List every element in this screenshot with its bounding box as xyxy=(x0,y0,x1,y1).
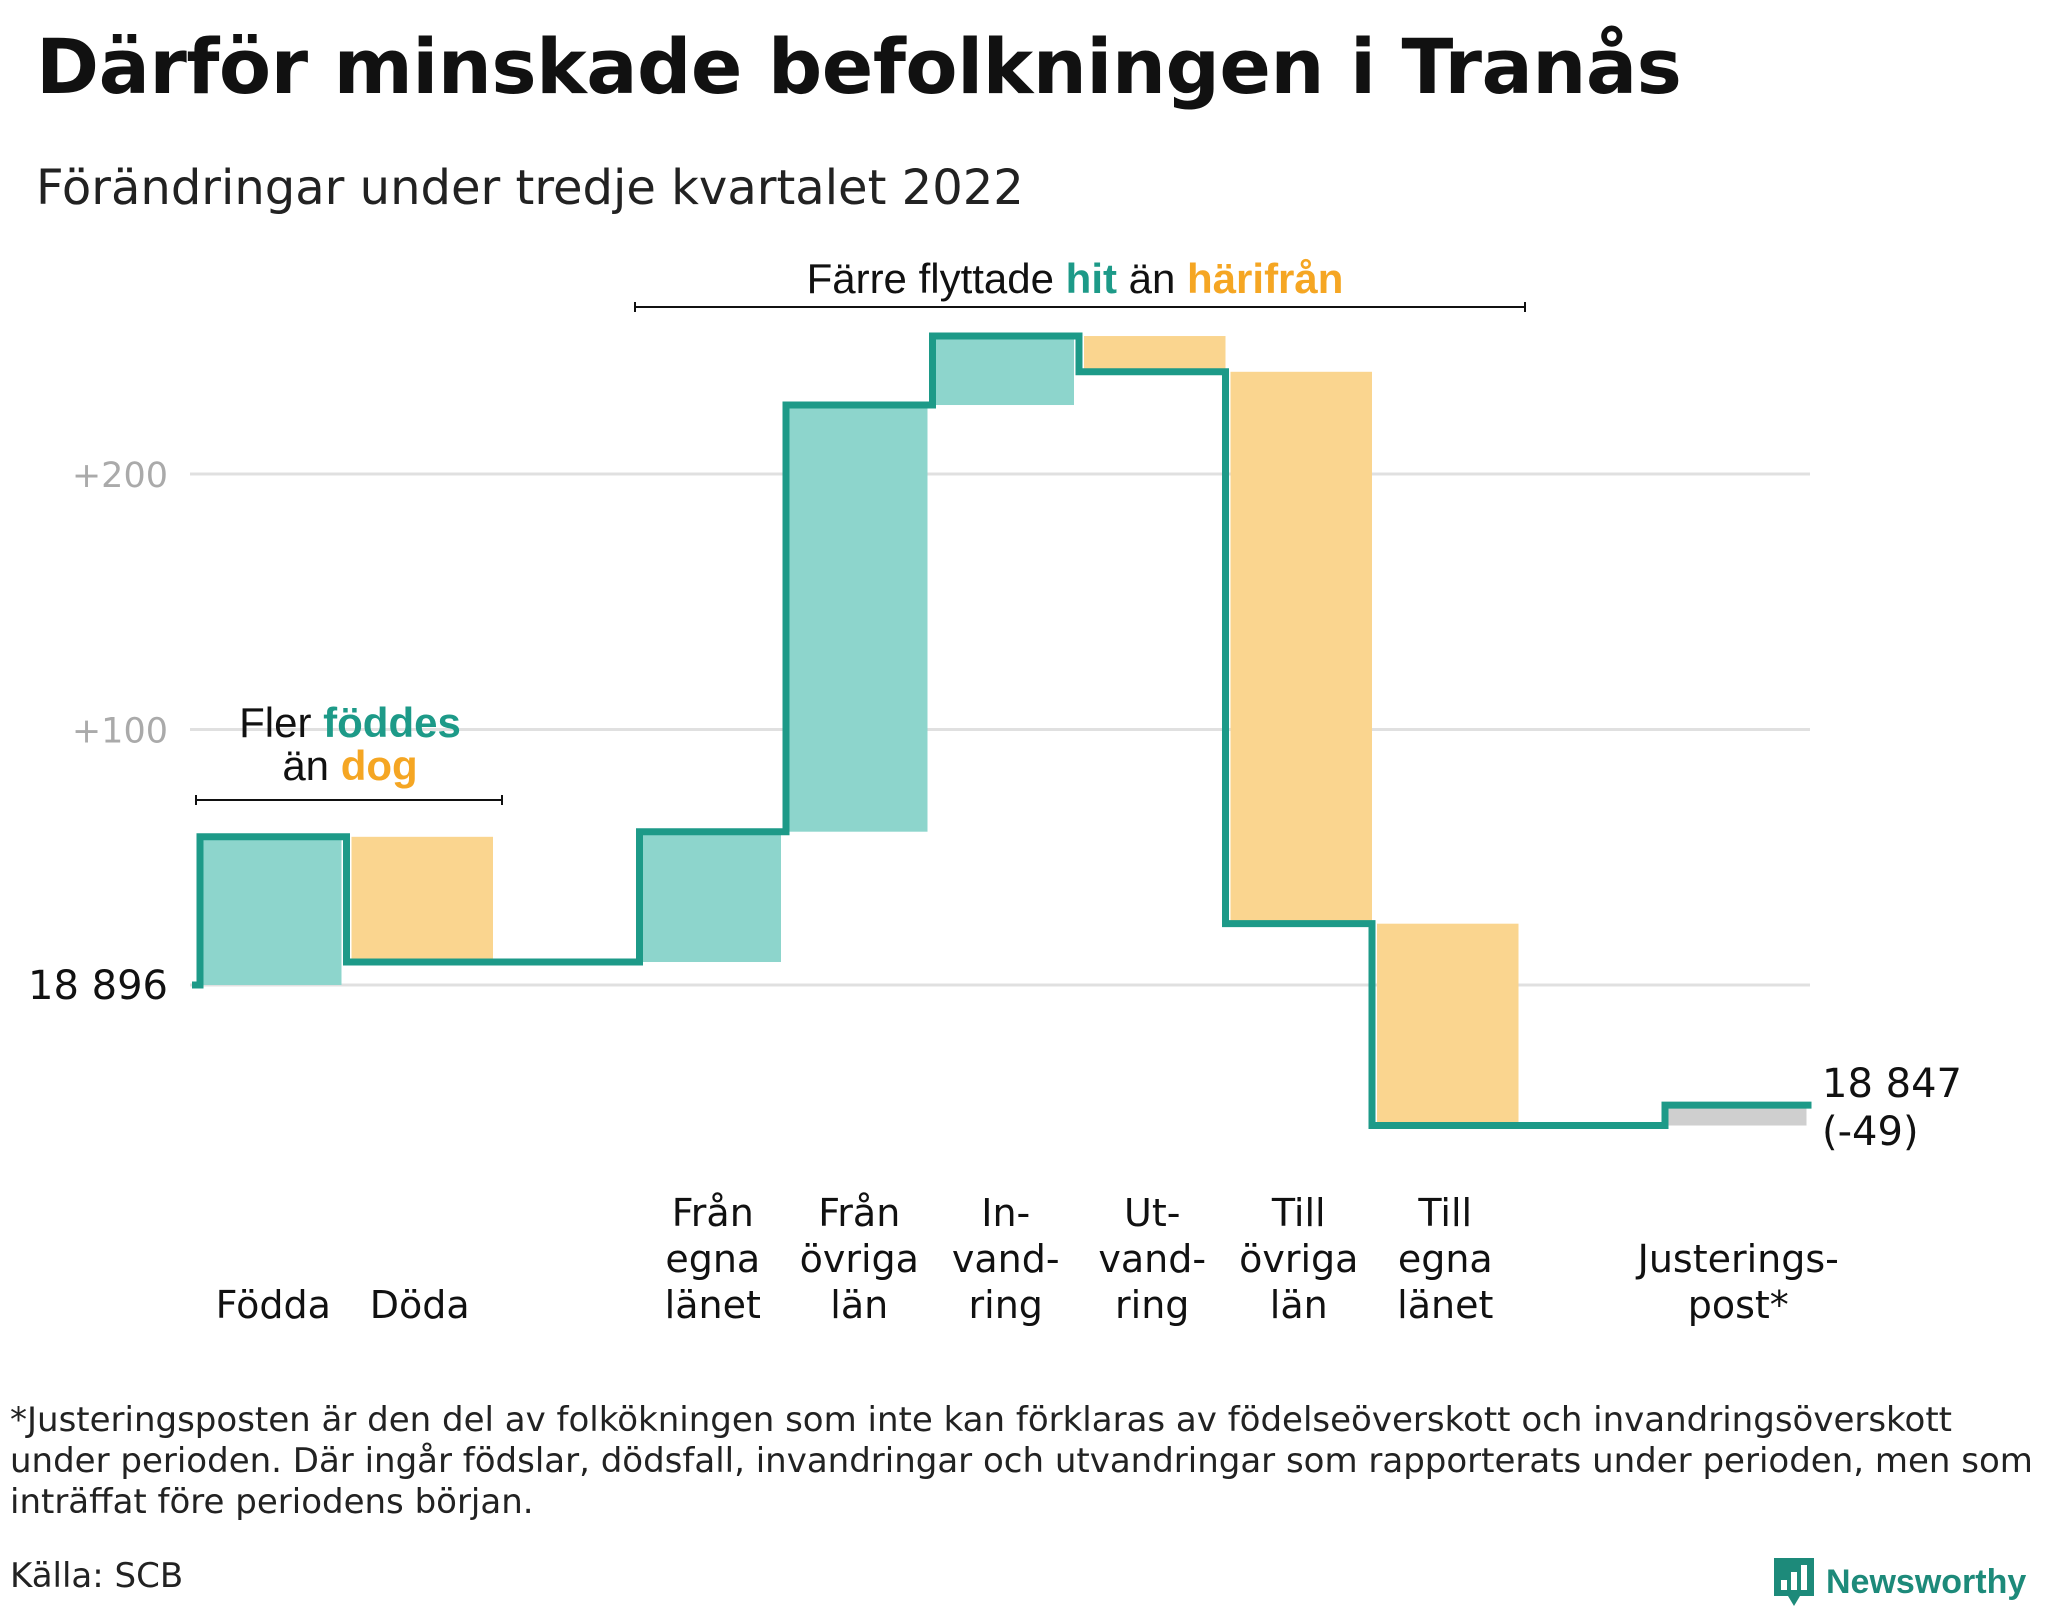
annotation-highlight-harifran: härifrån xyxy=(1187,255,1343,302)
category-label: Ut- xyxy=(1124,1191,1180,1235)
category-label: vand- xyxy=(1098,1237,1206,1281)
start-value-label: 18 896 xyxy=(28,963,168,1009)
category-label: egna xyxy=(1398,1237,1493,1281)
end-change-label: (-49) xyxy=(1822,1109,1919,1155)
category-label: ring xyxy=(969,1283,1043,1327)
category-label: egna xyxy=(665,1237,760,1281)
category-label: Från xyxy=(818,1191,900,1235)
waterfall-bar xyxy=(200,836,342,985)
category-label: Från xyxy=(672,1191,754,1235)
newsworthy-logo-icon xyxy=(1774,1558,1814,1606)
footnote: *Justeringsposten är den del av folkökni… xyxy=(10,1400,2033,1522)
end-value-label: 18 847 xyxy=(1822,1061,1962,1107)
y-tick-label: +100 xyxy=(72,712,168,752)
category-label: länet xyxy=(1397,1283,1493,1327)
category-label: län xyxy=(830,1283,888,1327)
annotation-highlight-hit: hit xyxy=(1066,255,1117,302)
annotation-migration: Färre flyttade hit än härifrån xyxy=(807,255,1344,302)
waterfall-bar xyxy=(351,836,493,963)
waterfall-bar xyxy=(1084,336,1226,372)
annotation-text: Fler xyxy=(239,699,323,746)
category-label: Justerings- xyxy=(1636,1237,1839,1281)
category-label: Till xyxy=(1417,1191,1472,1235)
annotation-births-line2: än dog xyxy=(282,742,417,789)
annotation-bracket-births xyxy=(195,795,503,805)
annotation-text: än xyxy=(1117,255,1187,302)
category-label: Till xyxy=(1271,1191,1326,1235)
waterfall-bar xyxy=(639,831,781,963)
waterfall-bar xyxy=(1377,923,1519,1126)
chart-title: Därför minskade befolkningen i Tranås xyxy=(36,22,1682,111)
category-label: Döda xyxy=(370,1283,470,1327)
y-tick-label: +200 xyxy=(72,456,168,496)
category-label: In- xyxy=(981,1191,1030,1235)
annotation-highlight-births: föddes xyxy=(323,699,461,746)
category-label: län xyxy=(1270,1283,1328,1327)
category-label: ring xyxy=(1115,1283,1189,1327)
source-label: Källa: SCB xyxy=(10,1556,184,1596)
category-label: Födda xyxy=(216,1283,331,1327)
waterfall-bar xyxy=(1665,1105,1807,1126)
cumulative-step-line xyxy=(192,332,1812,1130)
waterfall-bar xyxy=(786,405,928,832)
annotation-text: än xyxy=(282,742,340,789)
brand-name: Newsworthy xyxy=(1826,1562,2027,1601)
category-label: länet xyxy=(665,1283,761,1327)
chart-subtitle: Förändringar under tredje kvartalet 2022 xyxy=(36,160,1024,216)
waterfall-bar xyxy=(1230,371,1372,924)
annotation-births-line1: Fler föddes xyxy=(239,699,461,746)
category-label: post* xyxy=(1688,1283,1789,1327)
category-label: övriga xyxy=(1239,1237,1358,1281)
brand-logo: Newsworthy xyxy=(1772,1556,2026,1608)
annotation-highlight-deaths: dog xyxy=(341,742,418,789)
annotation-bracket-migration xyxy=(634,302,1526,312)
annotation-text: Färre flyttade xyxy=(807,255,1066,302)
category-label: övriga xyxy=(800,1237,919,1281)
waterfall-bar xyxy=(932,336,1074,406)
category-label: vand- xyxy=(952,1237,1060,1281)
